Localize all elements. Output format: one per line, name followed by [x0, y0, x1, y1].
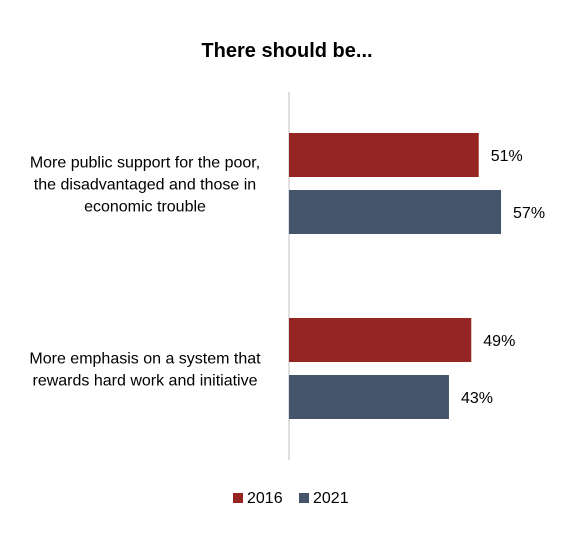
bar-2021-cat-1 — [289, 375, 449, 419]
value-label-2016-cat-0: 51% — [491, 148, 523, 165]
legend: 2016 2021 — [233, 490, 349, 507]
legend-label-2016: 2016 — [247, 490, 283, 507]
bar-2021-cat-0 — [289, 190, 502, 234]
bar-2016-cat-0 — [289, 133, 479, 177]
legend-swatch-2016 — [233, 493, 243, 503]
category-label-0-line-2: economic trouble — [84, 199, 206, 216]
bars-layer: 51% 57% 49% 43% — [289, 133, 545, 419]
category-label-0-line-1: the disadvantaged and those in — [34, 177, 256, 194]
category-label-1-line-0: More emphasis on a system that — [29, 351, 261, 368]
legend-swatch-2021 — [299, 493, 309, 503]
category-label-1-line-1: rewards hard work and initiative — [33, 373, 258, 390]
value-label-2021-cat-1: 43% — [461, 390, 493, 407]
legend-label-2021: 2021 — [313, 490, 349, 507]
bar-2016-cat-1 — [289, 318, 472, 362]
category-labels: More public support for the poor, the dis… — [29, 155, 261, 390]
value-label-2016-cat-1: 49% — [483, 333, 515, 350]
category-label-0-line-0: More public support for the poor, — [30, 155, 260, 172]
chart-title: There should be... — [201, 40, 372, 62]
value-label-2021-cat-0: 57% — [513, 205, 545, 222]
